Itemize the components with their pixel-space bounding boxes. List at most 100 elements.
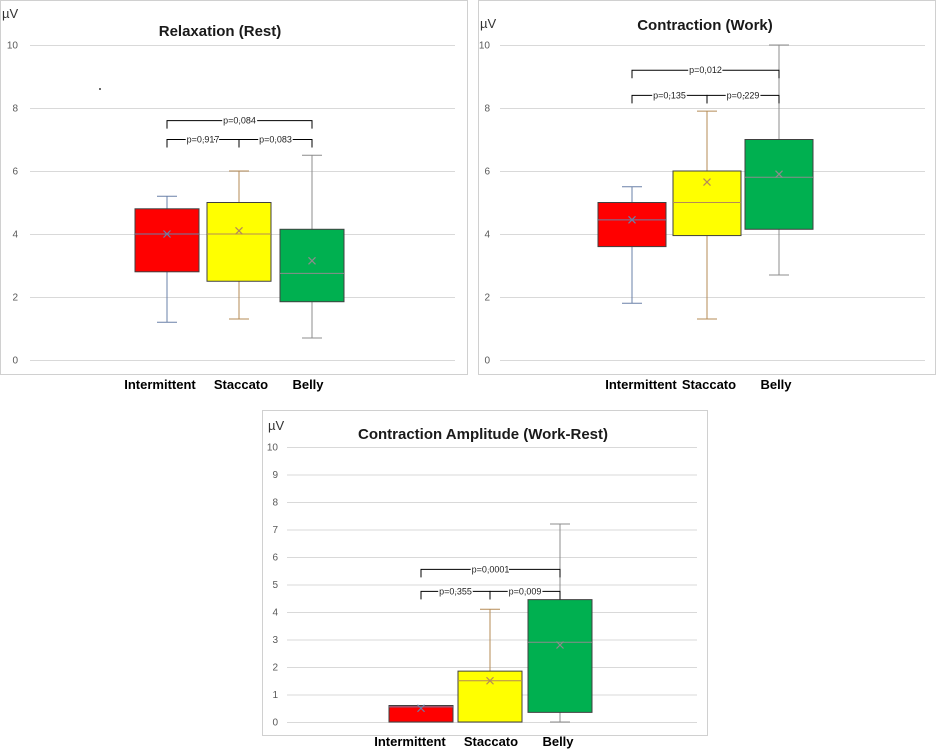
chart-title: Contraction Amplitude (Work-Rest): [358, 426, 608, 443]
y-tick-label: 1: [272, 690, 278, 701]
y-tick-label: 3: [272, 635, 278, 646]
y-tick-label: 9: [272, 470, 278, 481]
significance-annotation: p=0,084: [166, 114, 313, 129]
chart-panel-3: 0 1 2 3 4 5 6 7 8 9 10 µV Contraction Amplitude (Wor…: [262, 410, 708, 749]
p-value-label: p=0,355: [439, 586, 472, 596]
y-tick-label: 10: [479, 41, 491, 52]
category-label: Staccato: [464, 734, 518, 749]
category-label: Belly: [292, 377, 324, 392]
y-axis-unit-label: µV: [480, 16, 496, 31]
p-value-label: p=0,917: [187, 135, 220, 145]
mean-marker-stroke: [308, 256, 316, 265]
significance-bracket: [631, 69, 780, 79]
category-label: Staccato: [682, 377, 736, 392]
y-tick-label: 10: [7, 41, 19, 52]
significance-annotation: p=0,083: [238, 133, 313, 148]
significance-annotation: p=0,229: [706, 89, 780, 104]
mean-marker: [417, 704, 425, 713]
p-value-label: p=0,135: [653, 90, 686, 100]
significance-annotation: p=0,0001: [420, 563, 561, 578]
mean-marker-stroke: [556, 641, 564, 649]
chart-frame: [0, 0, 468, 375]
chart-title: Contraction (Work): [637, 17, 773, 34]
p-value-label: p=0,009: [509, 586, 542, 596]
y-tick-label: 4: [12, 230, 18, 241]
mean-marker-stroke: [235, 226, 243, 235]
category-label: Staccato: [214, 377, 268, 392]
box-staccato: [672, 110, 742, 320]
mean-marker: [486, 676, 494, 685]
category-label: Intermittent: [374, 734, 446, 749]
iqr-box: [527, 599, 593, 713]
box-intermittent: [134, 195, 200, 323]
significance-bracket: [489, 590, 561, 600]
mean-marker-stroke: [486, 676, 494, 685]
significance-bracket: [420, 568, 561, 578]
category-label: Belly: [760, 377, 792, 392]
iqr-box: [597, 202, 667, 248]
mean-marker: [775, 170, 783, 179]
p-value-label: p=0,229: [727, 90, 760, 100]
box-intermittent: [597, 186, 667, 304]
mean-marker-stroke: [417, 704, 425, 713]
y-axis-unit-label: µV: [2, 6, 18, 21]
box-intermittent: [388, 704, 454, 723]
y-tick-label: 2: [484, 293, 490, 304]
box-belly: [744, 44, 814, 276]
significance-bracket: [706, 94, 780, 104]
category-label: Intermittent: [124, 377, 196, 392]
y-tick-label: 0: [272, 718, 278, 729]
mean-marker: [556, 641, 564, 649]
p-value-label: p=0,012: [689, 65, 722, 75]
y-tick-label: 4: [272, 608, 278, 619]
chart-title: Relaxation (Rest): [159, 23, 282, 40]
iqr-box: [279, 228, 345, 303]
iqr-box: [457, 670, 523, 723]
mean-marker-stroke: [628, 215, 636, 224]
mean-marker-stroke: [703, 178, 711, 186]
chart-panel-2: 0 2 4 6 8 10 µV Contraction (Work) Intermittent S…: [478, 0, 936, 392]
y-tick-label: 10: [267, 443, 279, 454]
y-tick-label: 6: [12, 167, 18, 178]
category-label: Belly: [542, 734, 574, 749]
box-belly: [279, 154, 345, 339]
iqr-box: [388, 705, 454, 723]
mean-marker: [163, 230, 171, 238]
box-staccato: [457, 608, 523, 723]
y-tick-label: 8: [272, 498, 278, 509]
mean-marker: [703, 178, 711, 186]
y-tick-label: 6: [484, 167, 490, 178]
y-axis-unit-label: µV: [268, 418, 284, 433]
iqr-box: [206, 202, 272, 282]
mean-marker: [235, 226, 243, 235]
y-tick-label: 0: [12, 356, 18, 367]
category-label: Intermittent: [605, 377, 677, 392]
mean-marker: [628, 215, 636, 224]
chart-panel-1: 0 2 4 6 8 10 µV Relaxation (Rest) Intermittent St…: [0, 0, 468, 392]
iqr-box: [744, 139, 814, 230]
iqr-box: [134, 208, 200, 273]
y-tick-label: 0: [484, 356, 490, 367]
mean-marker-stroke: [775, 170, 783, 179]
p-value-label: p=0,0001: [472, 564, 510, 574]
y-tick-label: 5: [272, 580, 278, 591]
box-belly: [527, 523, 593, 723]
significance-bracket: [238, 139, 313, 148]
stray-dot: [99, 88, 101, 90]
y-tick-label: 8: [484, 104, 490, 115]
mean-marker-stroke: [163, 230, 171, 238]
y-tick-label: 4: [484, 230, 490, 241]
box-staccato: [206, 170, 272, 320]
y-tick-label: 8: [12, 104, 18, 115]
mean-marker: [308, 256, 316, 265]
significance-annotation: p=0,009: [489, 585, 561, 600]
y-tick-label: 2: [272, 663, 278, 674]
iqr-box: [672, 170, 742, 237]
y-tick-label: 6: [272, 553, 278, 564]
p-value-label: p=0,084: [223, 116, 256, 126]
significance-annotation: p=0,012: [631, 64, 780, 79]
y-tick-label: 2: [12, 293, 18, 304]
significance-bracket: [166, 120, 313, 129]
y-tick-label: 7: [272, 525, 278, 536]
